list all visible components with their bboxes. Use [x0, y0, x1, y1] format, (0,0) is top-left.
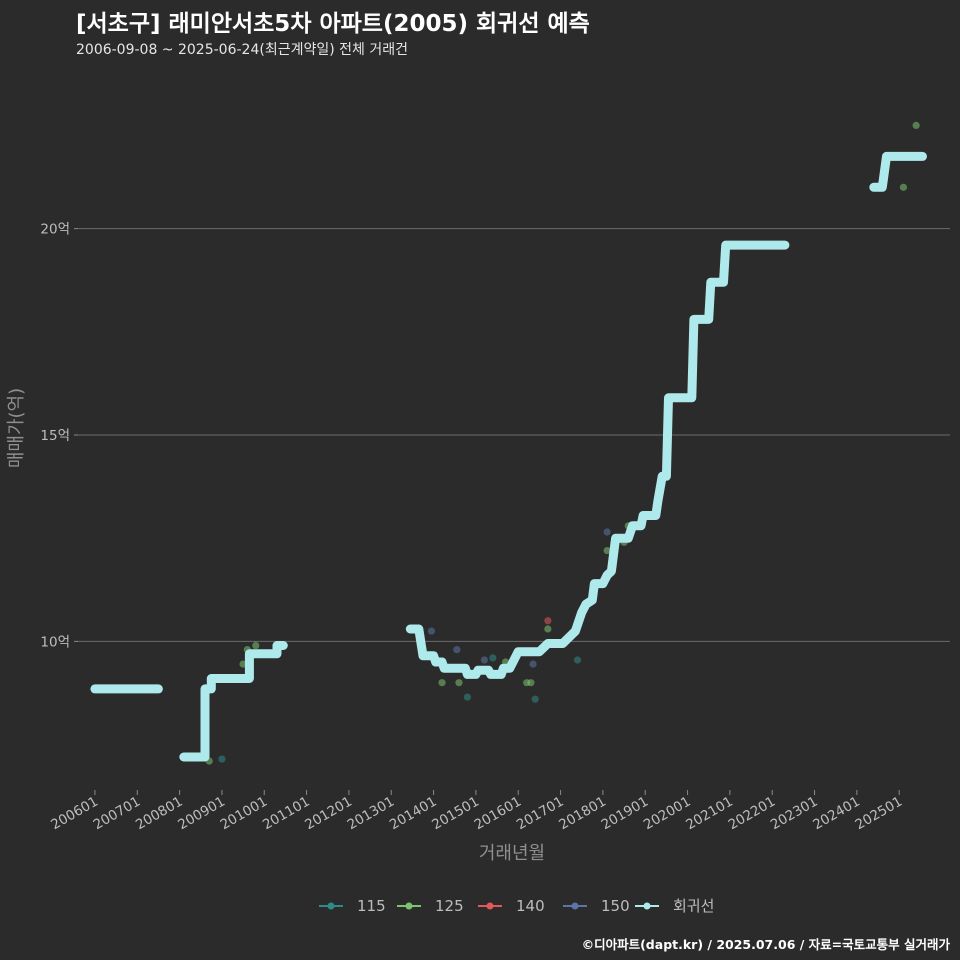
x-tick-label: 202101 — [683, 794, 736, 834]
data-point-125 — [252, 641, 260, 650]
legend-key-dot — [405, 902, 413, 910]
data-point-115 — [531, 695, 539, 703]
regression-line — [90, 151, 927, 762]
data-point-150 — [480, 656, 488, 664]
legend-key-dot — [486, 902, 494, 910]
data-point-115 — [489, 654, 497, 662]
data-point-115 — [573, 656, 582, 664]
data-points — [205, 121, 920, 765]
source-caption: ©디아파트(dapt.kr) / 2025.07.06 / 자료=국토교통부 실… — [581, 937, 950, 952]
x-axis-ticks: 2006012007012008012009012010012011012012… — [48, 790, 905, 833]
data-point-150 — [427, 627, 436, 635]
legend-label: 140 — [516, 897, 545, 915]
x-tick-label: 202401 — [810, 794, 863, 834]
data-point-125 — [544, 625, 552, 633]
data-point-125 — [527, 679, 535, 687]
x-tick-label: 202501 — [853, 794, 906, 834]
x-tick-label: 200701 — [91, 794, 144, 834]
legend-key-dot — [571, 902, 579, 910]
data-point-125 — [899, 183, 908, 191]
legend-item-회귀선: 회귀선 — [635, 897, 714, 915]
x-tick-label: 201801 — [556, 794, 609, 834]
data-point-140 — [544, 617, 552, 625]
legend-key-dot — [643, 902, 651, 910]
legend-item-140: 140 — [478, 897, 545, 915]
regression-line-segment-2 — [179, 641, 288, 762]
y-tick-label: 20억 — [40, 222, 70, 238]
x-tick-label: 200601 — [48, 794, 101, 834]
data-point-125 — [239, 660, 247, 668]
data-point-125 — [603, 546, 611, 555]
x-tick-label: 201901 — [599, 794, 652, 834]
legend-label: 150 — [601, 897, 630, 915]
regression-line-segment-4 — [869, 151, 927, 192]
x-tick-label: 201301 — [345, 794, 398, 834]
x-tick-label: 200801 — [133, 794, 186, 834]
x-tick-label: 202001 — [641, 794, 694, 834]
x-tick-label: 201401 — [387, 794, 440, 834]
x-tick-label: 201101 — [260, 794, 313, 834]
x-tick-label: 201201 — [302, 794, 355, 834]
data-point-115 — [463, 693, 472, 701]
x-tick-label: 201601 — [472, 794, 525, 834]
chart-title: [서초구] 래미안서초5차 아파트(2005) 회귀선 예측 — [76, 11, 590, 37]
legend-item-115: 115 — [319, 897, 386, 915]
regression-line-segment-3 — [405, 240, 790, 679]
x-tick-label: 202301 — [768, 794, 821, 834]
legend-key-dot — [327, 902, 335, 910]
legend: 115 125 140 150 회귀선 — [319, 897, 714, 915]
x-tick-label: 201501 — [429, 794, 482, 834]
chart-subtitle: 2006-09-08 ~ 2025-06-24(최근계약일) 전체 거래건 — [76, 42, 408, 58]
legend-label: 115 — [357, 897, 386, 915]
x-tick-label: 201001 — [218, 794, 271, 834]
data-point-125 — [455, 679, 463, 687]
data-point-150 — [603, 528, 611, 536]
y-axis-title: 매매가(억) — [6, 388, 27, 468]
x-axis-title: 거래년월 — [479, 843, 545, 864]
y-axis-ticks: 10억 15억 20억 — [40, 222, 78, 650]
data-point-150 — [453, 646, 461, 654]
legend-label: 125 — [435, 897, 464, 915]
y-tick-label: 10억 — [40, 634, 70, 650]
legend-item-125: 125 — [397, 897, 464, 915]
x-tick-label: 202201 — [726, 794, 779, 834]
y-tick-label: 15억 — [40, 428, 70, 444]
data-point-150 — [529, 660, 537, 668]
x-tick-label: 200901 — [175, 794, 228, 834]
x-tick-label: 201701 — [514, 794, 567, 834]
legend-item-150: 150 — [563, 897, 630, 915]
grid-lines — [78, 228, 950, 642]
data-point-125 — [438, 679, 446, 687]
legend-label: 회귀선 — [673, 897, 714, 915]
data-point-115 — [218, 755, 226, 763]
data-point-125 — [912, 121, 920, 130]
